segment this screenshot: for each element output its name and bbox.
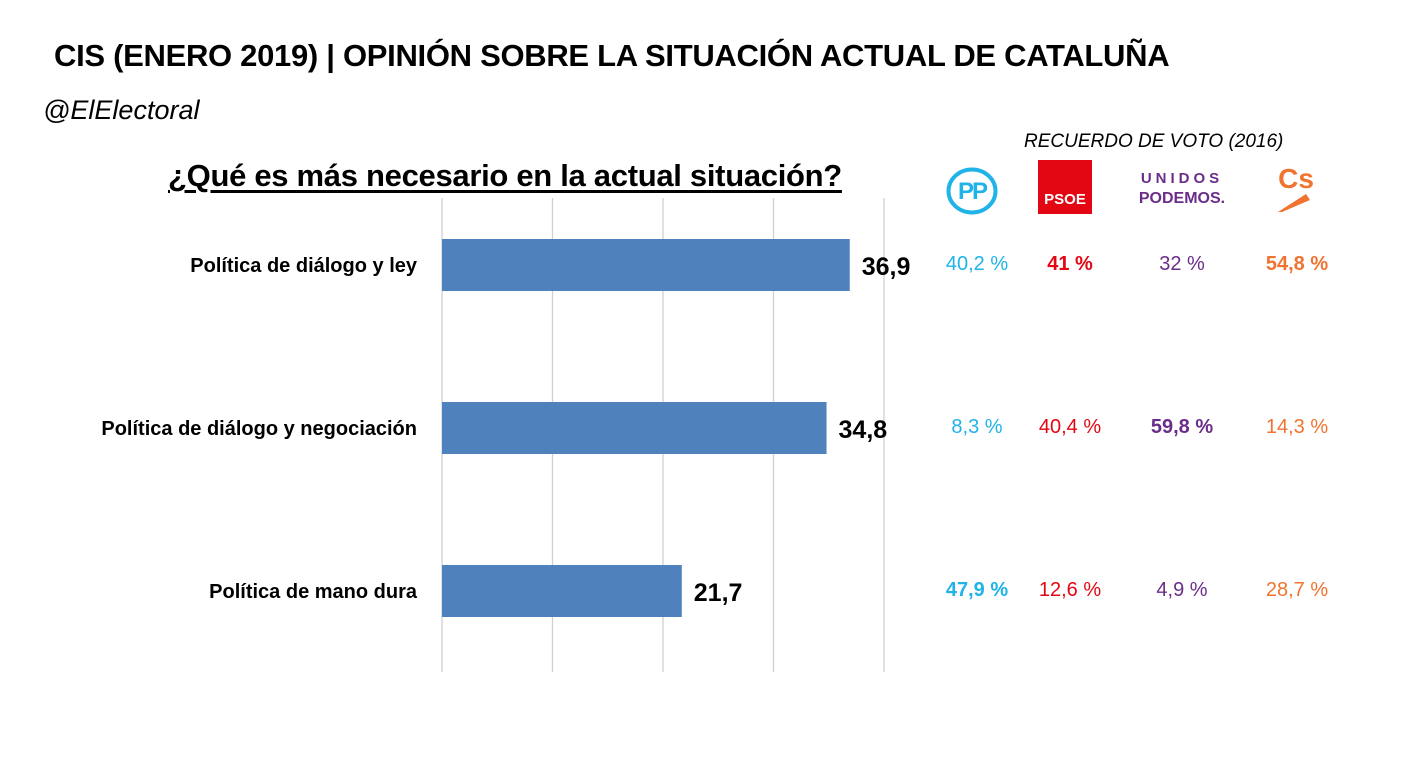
vote-recall-value: 8,3 % [951,416,1003,438]
data-label: 36,9 [862,253,911,281]
vote-recall-value: 12,6 % [1038,579,1102,601]
ciudadanos-logo-icon: Cs [1278,163,1314,212]
data-label: 34,8 [839,416,888,444]
vote-recall-value: 59,8 % [1150,416,1214,438]
category-label: Política de diálogo y negociación [101,418,417,440]
pp-logo-icon: PP [946,167,998,215]
vote-recall-value: 40,4 % [1038,416,1102,438]
vote-recall-value: 47,9 % [945,579,1009,601]
bar [442,565,682,617]
unidos-podemos-logo-icon: UNIDOS PODEMOS. [1139,170,1225,207]
author-handle: @ElElectoral [43,95,200,125]
vote-recall-value: 54,8 % [1265,253,1329,275]
vote-recall-value: 40,2 % [945,253,1009,275]
category-label: Política de mano dura [209,581,418,603]
vote-recall-value: 41 % [1047,253,1093,275]
category-label: Política de diálogo y ley [190,255,418,277]
chart-title-main: CIS (ENERO 2019) | OPINIÓN SOBRE LA SITU… [54,38,1170,73]
cs-logo-text: Cs [1278,163,1314,194]
data-label: 21,7 [694,579,743,607]
psoe-logo-icon: PSOE [1038,160,1092,214]
vote-recall-value: 32 % [1159,253,1205,275]
vote-recall-header: RECUERDO DE VOTO (2016) [1024,131,1284,152]
vote-recall-value: 4,9 % [1156,579,1208,601]
podemos-logo-text-top: UNIDOS [1141,170,1223,187]
pp-logo-text: PP [958,178,988,205]
podemos-logo-text-bottom: PODEMOS. [1139,190,1225,207]
psoe-logo-text: PSOE [1044,191,1086,208]
question-title: ¿Qué es más necesario en la actual situa… [168,158,842,193]
vote-recall-value: 28,7 % [1265,579,1329,601]
vote-recall-value: 14,3 % [1265,416,1329,438]
bar [442,239,850,291]
bar [442,402,827,454]
